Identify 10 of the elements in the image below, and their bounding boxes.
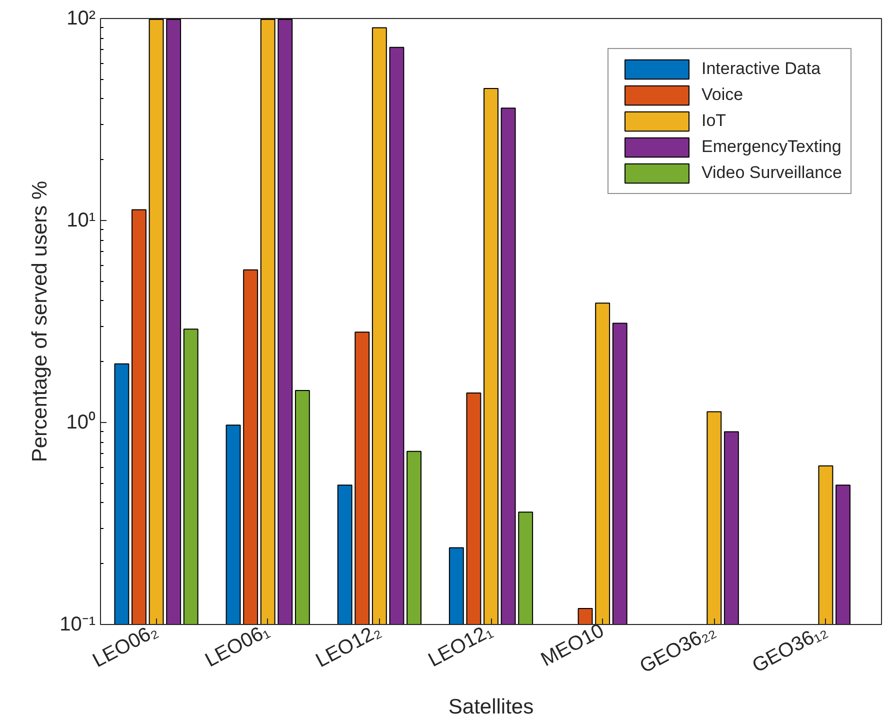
y-tick-label: 10⁰ bbox=[66, 410, 96, 434]
legend-label: Voice bbox=[702, 85, 744, 105]
legend-label: Video Surveillance bbox=[702, 163, 842, 183]
y-axis-title: Percentage of served users % bbox=[28, 180, 52, 462]
y-tick-label: 10¹ bbox=[66, 210, 96, 232]
legend-label: Interactive Data bbox=[702, 59, 821, 79]
y-tick-label: 10² bbox=[66, 8, 96, 30]
x-axis-title: Satellites bbox=[448, 696, 534, 719]
legend-label: EmergencyTexting bbox=[702, 137, 842, 157]
legend-label: IoT bbox=[702, 111, 726, 131]
